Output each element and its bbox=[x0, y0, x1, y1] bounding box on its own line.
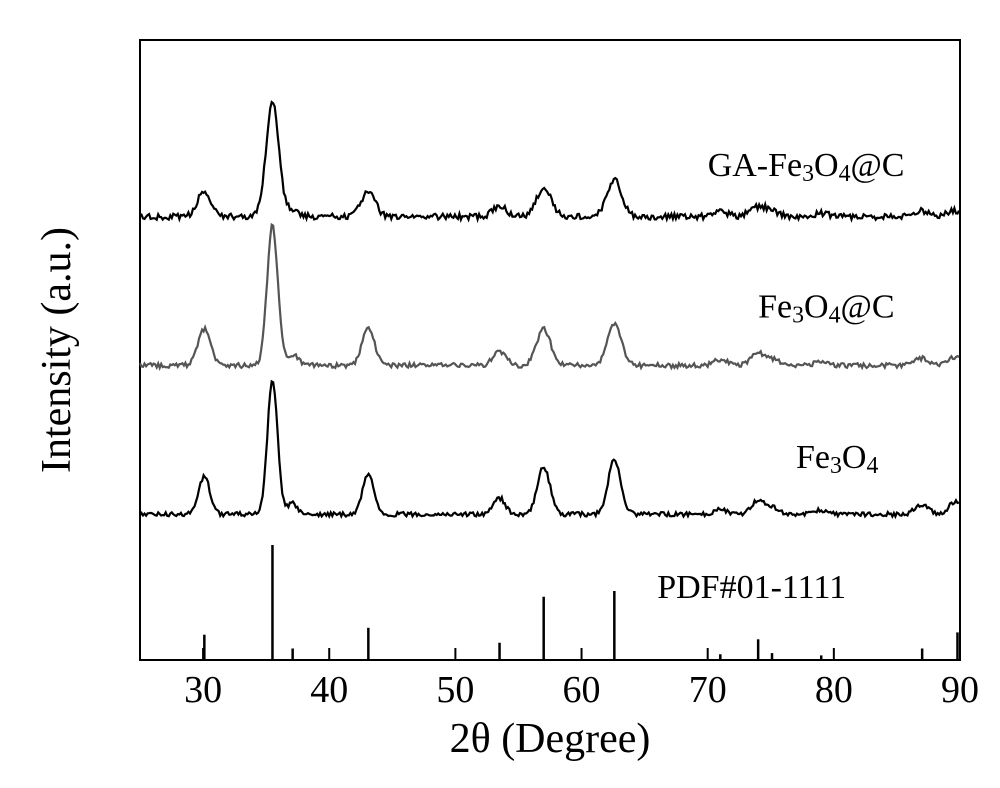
xrd-fe3o4-at-c bbox=[140, 225, 959, 368]
xrd-fe3o4 bbox=[140, 382, 959, 517]
xrd-ga-fe3o4-at-c-label: GA-Fe3O4@C bbox=[708, 147, 905, 187]
x-tick-label: 90 bbox=[941, 669, 979, 711]
x-tick-label: 70 bbox=[689, 669, 727, 711]
x-tick-label: 60 bbox=[563, 669, 601, 711]
pdf-card-label: PDF#01-1111 bbox=[657, 569, 846, 606]
x-tick-label: 50 bbox=[436, 669, 474, 711]
xrd-plot: 30 40 50 60 70 80 90 2θ (Degree) Intensity (a.u.… bbox=[0, 0, 1000, 788]
x-axis-label: 2θ (Degree) bbox=[450, 716, 651, 762]
plot-svg: 30 40 50 60 70 80 90 2θ (Degree) Intensity (a.u.… bbox=[0, 0, 1000, 788]
x-tick-label: 80 bbox=[815, 669, 853, 711]
xrd-fe3o4-at-c-label: Fe3O4@C bbox=[758, 289, 894, 329]
x-tick-label: 30 bbox=[184, 669, 222, 711]
plot-box bbox=[140, 40, 960, 660]
x-tick-label: 40 bbox=[310, 669, 348, 711]
y-axis-label: Intensity (a.u.) bbox=[34, 227, 80, 473]
xrd-fe3o4-label: Fe3O4 bbox=[796, 439, 878, 479]
